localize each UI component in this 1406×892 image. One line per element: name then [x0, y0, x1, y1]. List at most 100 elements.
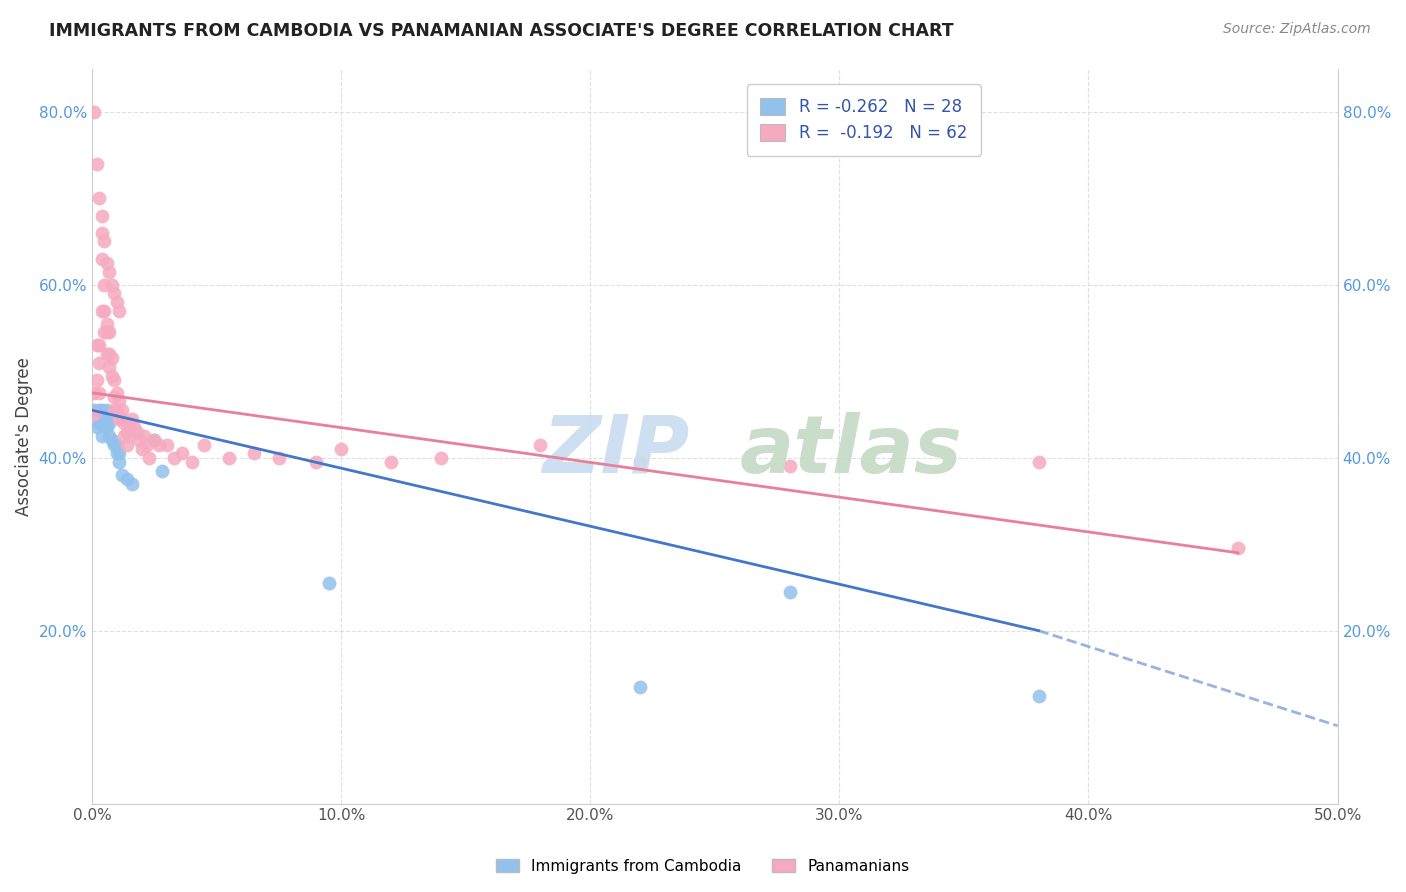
Point	[98, 347, 121, 361]
Point	[1028, 455, 1050, 469]
Point	[93, 303, 115, 318]
Point	[628, 455, 651, 469]
Point	[118, 416, 141, 430]
Point	[86, 420, 108, 434]
Point	[93, 235, 115, 249]
Point	[429, 450, 451, 465]
Point	[318, 576, 340, 591]
Point	[86, 338, 108, 352]
Point	[89, 338, 111, 352]
Point	[779, 459, 801, 474]
Point	[170, 446, 193, 460]
Point	[125, 425, 148, 439]
Point	[98, 326, 121, 340]
Point	[103, 403, 125, 417]
Point	[108, 303, 131, 318]
Point	[93, 277, 115, 292]
Point	[111, 467, 134, 482]
Point	[122, 420, 145, 434]
Point	[628, 680, 651, 694]
Point	[156, 438, 179, 452]
Point	[163, 450, 186, 465]
Point	[218, 450, 240, 465]
Point	[98, 429, 121, 443]
Point	[103, 438, 125, 452]
Point	[118, 429, 141, 443]
Point	[101, 434, 124, 448]
Point	[96, 256, 118, 270]
Point	[380, 455, 402, 469]
Point	[98, 359, 121, 374]
Point	[121, 411, 143, 425]
Point	[103, 286, 125, 301]
Point	[89, 191, 111, 205]
Point	[112, 429, 135, 443]
Point	[89, 403, 111, 417]
Point	[779, 584, 801, 599]
Point	[143, 434, 166, 448]
Point	[111, 411, 134, 425]
Point	[98, 265, 121, 279]
Point	[105, 385, 128, 400]
Point	[1028, 689, 1050, 703]
Point	[90, 209, 112, 223]
Point	[90, 429, 112, 443]
Point	[98, 416, 121, 430]
Point	[150, 464, 173, 478]
Legend: Immigrants from Cambodia, Panamanians: Immigrants from Cambodia, Panamanians	[491, 853, 915, 880]
Point	[108, 455, 131, 469]
Point	[101, 368, 124, 383]
Legend: R = -0.262   N = 28, R =  -0.192   N = 62: R = -0.262 N = 28, R = -0.192 N = 62	[747, 84, 980, 155]
Point	[135, 438, 157, 452]
Text: Source: ZipAtlas.com: Source: ZipAtlas.com	[1223, 22, 1371, 37]
Point	[101, 277, 124, 292]
Point	[86, 373, 108, 387]
Point	[143, 434, 166, 448]
Point	[330, 442, 353, 456]
Point	[96, 317, 118, 331]
Point	[128, 434, 150, 448]
Point	[90, 303, 112, 318]
Point	[96, 411, 118, 425]
Text: IMMIGRANTS FROM CAMBODIA VS PANAMANIAN ASSOCIATE'S DEGREE CORRELATION CHART: IMMIGRANTS FROM CAMBODIA VS PANAMANIAN A…	[49, 22, 953, 40]
Point	[267, 450, 290, 465]
Point	[112, 416, 135, 430]
Point	[305, 455, 328, 469]
Point	[103, 390, 125, 404]
Point	[83, 104, 105, 119]
Point	[105, 403, 128, 417]
Text: atlas: atlas	[740, 412, 963, 490]
Point	[105, 295, 128, 310]
Point	[103, 373, 125, 387]
Point	[180, 455, 202, 469]
Point	[105, 446, 128, 460]
Point	[121, 476, 143, 491]
Point	[115, 472, 138, 486]
Point	[138, 450, 160, 465]
Point	[1226, 541, 1249, 556]
Point	[83, 408, 105, 422]
Point	[134, 429, 156, 443]
Point	[86, 156, 108, 170]
Point	[93, 416, 115, 430]
Point	[131, 442, 153, 456]
Text: ZIP: ZIP	[543, 412, 690, 490]
Point	[108, 446, 131, 460]
Point	[90, 226, 112, 240]
Y-axis label: Associate's Degree: Associate's Degree	[15, 357, 32, 516]
Point	[529, 438, 551, 452]
Point	[93, 326, 115, 340]
Point	[243, 446, 266, 460]
Point	[148, 438, 170, 452]
Point	[105, 438, 128, 452]
Point	[83, 385, 105, 400]
Point	[96, 420, 118, 434]
Point	[89, 355, 111, 369]
Point	[96, 347, 118, 361]
Point	[83, 403, 105, 417]
Point	[115, 425, 138, 439]
Point	[96, 403, 118, 417]
Point	[89, 385, 111, 400]
Point	[90, 403, 112, 417]
Point	[115, 438, 138, 452]
